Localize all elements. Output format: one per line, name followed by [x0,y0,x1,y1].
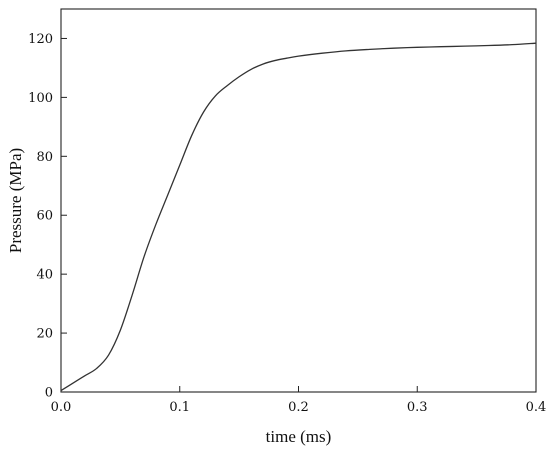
plot-area: 0.0 0.1 0.2 0.3 0.4 0 20 40 60 80 100 120 [28,8,547,415]
x-tick-label: 0.2 [288,400,309,415]
y-tick-label: 80 [36,150,53,165]
x-tick-label: 0.0 [51,400,72,415]
y-tick-label: 60 [36,209,53,224]
plot-frame [60,8,537,393]
x-axis-ticks: 0.0 0.1 0.2 0.3 0.4 [51,386,547,415]
x-tick-label: 0.3 [407,400,428,415]
y-tick-label: 40 [36,268,53,283]
y-axis-title: Pressure (MPa) [6,148,25,253]
y-axis-ticks: 0 20 40 60 80 100 120 [28,32,67,401]
y-tick-label: 20 [36,327,53,342]
x-tick-label: 0.4 [526,400,547,415]
x-tick-label: 0.1 [169,400,190,415]
y-tick-label: 100 [28,91,53,106]
y-tick-label: 0 [45,386,53,401]
y-tick-label: 120 [28,32,53,47]
pressure-series-line [60,42,537,392]
x-axis-title: time (ms) [266,427,332,446]
